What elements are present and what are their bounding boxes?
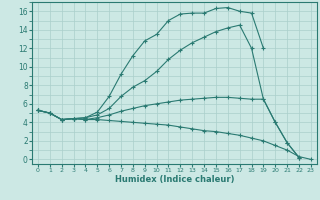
X-axis label: Humidex (Indice chaleur): Humidex (Indice chaleur) xyxy=(115,175,234,184)
